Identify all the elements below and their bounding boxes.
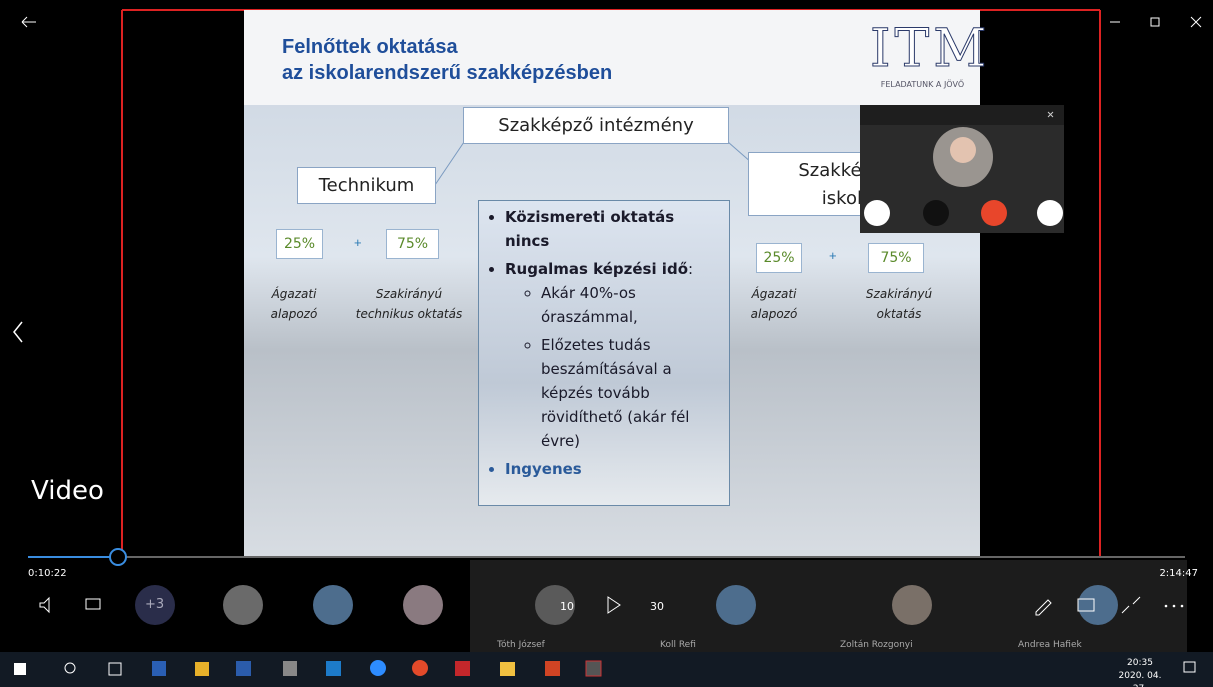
more-participants bbox=[135, 585, 175, 625]
plus: + bbox=[354, 235, 362, 250]
sub-bullet: Előzetes tudás beszámításával a képzés t… bbox=[541, 333, 723, 453]
play-button[interactable] bbox=[607, 596, 621, 614]
share-box: 25% bbox=[276, 229, 323, 259]
pen-button[interactable] bbox=[1035, 599, 1052, 616]
skip-back[interactable]: 10 bbox=[560, 600, 574, 613]
expand-button[interactable] bbox=[1037, 200, 1063, 226]
zoom-mini-window bbox=[860, 105, 1064, 233]
text: technikus oktatás bbox=[355, 307, 463, 321]
notifications[interactable] bbox=[1183, 661, 1196, 673]
participant-name: Zoltán Rozgonyi bbox=[840, 640, 913, 650]
slide: Felnőttek oktatása az iskolarendszerű sza… bbox=[244, 10, 991, 558]
text: Szakirányú bbox=[375, 287, 443, 301]
share-box: 25% bbox=[756, 243, 802, 273]
participant-name: Tóth József bbox=[497, 640, 545, 650]
captions-button[interactable] bbox=[85, 598, 101, 610]
video-button[interactable] bbox=[923, 200, 949, 226]
text: Ágazati bbox=[271, 287, 317, 301]
mini-window-bar bbox=[860, 105, 1064, 125]
slide-title: Felnőttek oktatása az iskolarendszerű sza… bbox=[282, 34, 612, 86]
restore-button[interactable] bbox=[1150, 17, 1160, 27]
share-label: Ágazati alapozó bbox=[744, 284, 804, 324]
participant-avatar bbox=[1078, 585, 1118, 625]
text: Ágazati bbox=[751, 287, 797, 301]
fullscreen-button[interactable] bbox=[1121, 596, 1141, 614]
participant-name: Koll Refi bbox=[660, 640, 696, 650]
participant-avatar bbox=[716, 585, 756, 625]
title-line: az iskolarendszerű szakképzésben bbox=[282, 62, 613, 84]
avatar-face bbox=[950, 137, 976, 163]
bullet: Közismereti oktatás nincs bbox=[505, 205, 723, 253]
skip-forward[interactable]: 30 bbox=[650, 600, 664, 613]
text: Rugalmas képzési idő bbox=[505, 260, 688, 278]
video-title: Video bbox=[31, 476, 104, 506]
volume-button[interactable] bbox=[39, 596, 50, 614]
share-label: Ágazati alapozó bbox=[264, 284, 324, 324]
duration: 2:14:47 bbox=[1159, 568, 1198, 579]
share-label: Szakirányú technikus oktatás bbox=[334, 284, 484, 324]
text: Szakirányú bbox=[865, 287, 933, 301]
share-box: 75% bbox=[386, 229, 439, 259]
text: oktatás bbox=[876, 307, 922, 321]
end-button[interactable] bbox=[981, 200, 1007, 226]
participant-strip bbox=[470, 560, 1187, 652]
participant-video bbox=[223, 585, 263, 625]
back-button[interactable] bbox=[21, 16, 36, 28]
text: alapozó bbox=[750, 307, 798, 321]
more-button[interactable] bbox=[1164, 604, 1184, 608]
bullet: Ingyenes bbox=[505, 457, 723, 481]
progress-thumb[interactable] bbox=[109, 548, 127, 566]
logo-text: ITM bbox=[870, 19, 991, 80]
mic-button[interactable] bbox=[864, 200, 890, 226]
previous-button[interactable] bbox=[13, 321, 23, 343]
participant-video bbox=[892, 585, 932, 625]
hidden-count: +3 bbox=[145, 597, 165, 612]
text: 2020. 04. 27. bbox=[1118, 671, 1162, 687]
clock: 20:35 2020. 04. 27. bbox=[1110, 657, 1170, 687]
sub-bullet: Akár 40%-os óraszámmal, bbox=[541, 281, 723, 329]
branch-line: Szakkép bbox=[798, 160, 873, 181]
participant-name: Andrea Hafiek bbox=[1018, 640, 1082, 650]
title-line: Felnőttek oktatása bbox=[282, 36, 458, 58]
share-box: 75% bbox=[868, 243, 924, 273]
slide-header bbox=[244, 10, 980, 105]
plus: + bbox=[829, 248, 837, 263]
text: alapozó bbox=[270, 307, 318, 321]
participant-video bbox=[535, 585, 575, 625]
share-label: Szakirányú oktatás bbox=[844, 284, 954, 324]
connector bbox=[434, 141, 465, 186]
controls bbox=[0, 548, 1213, 687]
text: 20:35 bbox=[1127, 658, 1153, 668]
taskbar-icons bbox=[14, 660, 602, 677]
participant-video bbox=[403, 585, 443, 625]
branch-box: Szakkép iskola bbox=[748, 152, 878, 216]
mini-close[interactable] bbox=[1047, 111, 1054, 118]
participant-avatar bbox=[313, 585, 353, 625]
branch-line: iskola bbox=[821, 188, 873, 209]
root-box: Szakképző intézmény bbox=[463, 107, 729, 144]
logo-tagline: FELADATUNK A JÖVŐ bbox=[880, 80, 965, 89]
info-box: Közismereti oktatás nincs Rugalmas képzé… bbox=[478, 200, 730, 506]
text: : bbox=[688, 260, 694, 278]
bullet: Rugalmas képzési idő: Akár 40%-os óraszá… bbox=[505, 257, 723, 453]
logo: ITM FELADATUNK A JÖVŐ bbox=[870, 18, 991, 90]
close-button[interactable] bbox=[1190, 16, 1202, 28]
taskbar bbox=[0, 652, 1213, 687]
branch-box: Technikum bbox=[297, 167, 436, 204]
elapsed-time: 0:10:22 bbox=[28, 568, 67, 579]
miniview-button[interactable] bbox=[1077, 598, 1095, 612]
